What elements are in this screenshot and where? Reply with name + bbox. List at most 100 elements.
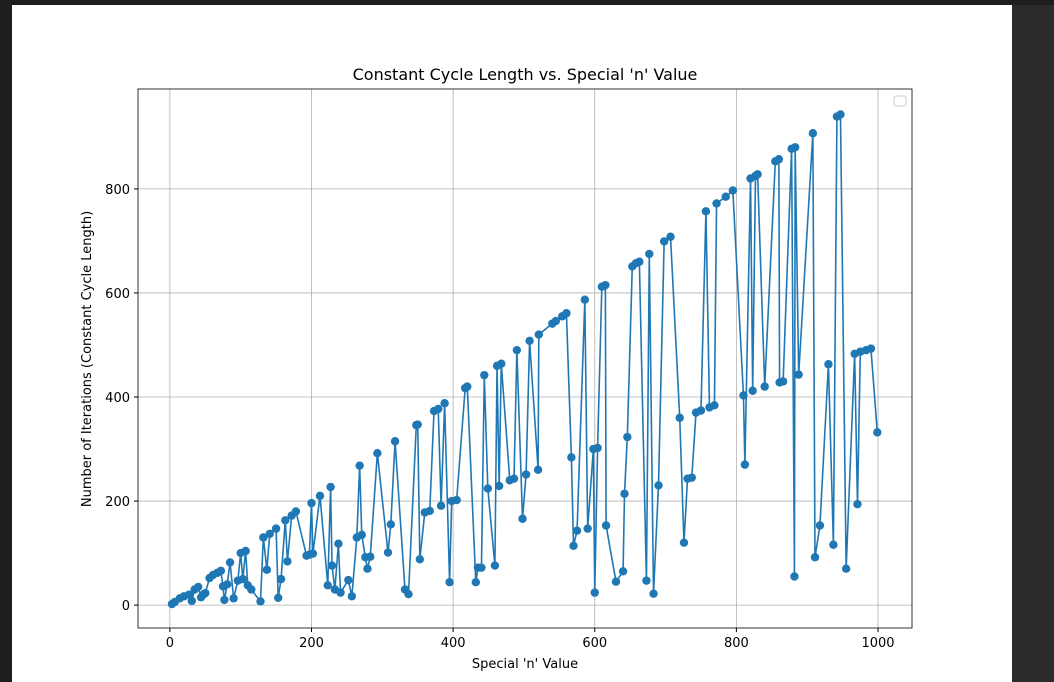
x-axis-label: Special 'n' Value (472, 657, 578, 672)
data-point (271, 524, 281, 533)
data-point (623, 432, 632, 442)
data-point (774, 155, 784, 164)
x-tick-label: 800 (724, 636, 749, 651)
data-point (642, 576, 651, 585)
data-point (760, 382, 769, 391)
y-tick-label: 200 (105, 495, 130, 510)
y-tick-label: 600 (105, 287, 130, 302)
data-point (853, 499, 862, 509)
data-point (262, 565, 272, 574)
data-point (601, 521, 611, 530)
data-point (659, 237, 669, 246)
data-line (171, 113, 879, 605)
data-point (679, 538, 689, 547)
data-point (824, 360, 833, 369)
data-point (873, 428, 882, 437)
plot: 0 200 400 600 800 1000 0 200 400 600 800 (105, 88, 913, 651)
data-point (390, 437, 400, 446)
data-point (445, 578, 454, 587)
y-tick-label: 400 (105, 391, 130, 406)
data-point (753, 170, 762, 179)
data-point (521, 470, 531, 479)
data-point (580, 295, 590, 304)
data-point (790, 143, 800, 152)
data-point (649, 589, 658, 598)
data-point (836, 110, 845, 119)
data-point (748, 386, 757, 395)
data-point (620, 489, 629, 498)
plot-frame (137, 88, 913, 629)
data-point (483, 484, 493, 493)
data-point (344, 575, 353, 585)
data-point (572, 526, 582, 535)
data-point (525, 336, 534, 346)
side-panel (1012, 5, 1054, 682)
y-axis-label: Number of Iterations (Constant Cycle Len… (80, 211, 95, 507)
data-point (497, 359, 506, 368)
chart-title: Constant Cycle Length vs. Special 'n' Va… (353, 65, 698, 84)
data-point (347, 592, 357, 601)
data-point (440, 399, 449, 408)
data-point (283, 557, 292, 566)
data-point (721, 192, 730, 201)
data-point (357, 530, 366, 540)
y-tick-label: 0 (122, 599, 130, 614)
data-point (480, 370, 489, 380)
data-point (187, 596, 197, 606)
data-point (710, 401, 719, 410)
data-point (808, 129, 818, 138)
data-point (229, 594, 238, 603)
data-point (373, 448, 382, 458)
data-point (618, 567, 628, 576)
data-point (201, 588, 210, 598)
data-point (728, 186, 738, 195)
data-point (225, 558, 235, 567)
data-point (265, 529, 274, 539)
data-point (247, 585, 256, 594)
data-point (327, 561, 337, 570)
data-point (739, 391, 748, 400)
data-point (425, 506, 434, 516)
x-tick-label: 200 (299, 636, 324, 651)
x-tick-label: 600 (582, 636, 607, 651)
data-point (666, 232, 675, 241)
data-point (712, 199, 721, 208)
x-tick-label: 1000 (861, 636, 894, 651)
data-point (323, 581, 332, 590)
data-point (223, 580, 232, 589)
data-point (241, 546, 250, 556)
data-point (366, 552, 375, 561)
data-point (355, 461, 364, 470)
data-point (413, 420, 422, 429)
data-point (778, 377, 788, 386)
data-point (274, 593, 283, 603)
data-point (363, 564, 372, 573)
data-point (326, 482, 335, 492)
data-point (518, 514, 527, 523)
data-point (256, 597, 265, 606)
data-point (308, 549, 318, 558)
y-tick-label: 800 (105, 183, 130, 198)
data-point (315, 491, 325, 501)
data-point (281, 516, 290, 525)
data-point (551, 316, 561, 326)
data-point (415, 555, 425, 564)
data-point (790, 572, 799, 581)
data-point (386, 520, 396, 529)
data-point (452, 495, 461, 505)
data-point (220, 595, 229, 605)
data-point (184, 590, 194, 599)
data-point (334, 539, 343, 548)
data-point (512, 345, 522, 355)
data-point (841, 564, 851, 573)
data-point (404, 589, 413, 599)
data-point (259, 533, 268, 542)
data-point (567, 453, 576, 462)
data-point (696, 406, 706, 415)
data-point (490, 561, 500, 570)
data-point (866, 344, 876, 353)
data-point (291, 507, 301, 516)
data-point (436, 501, 446, 510)
data-point (533, 465, 543, 475)
